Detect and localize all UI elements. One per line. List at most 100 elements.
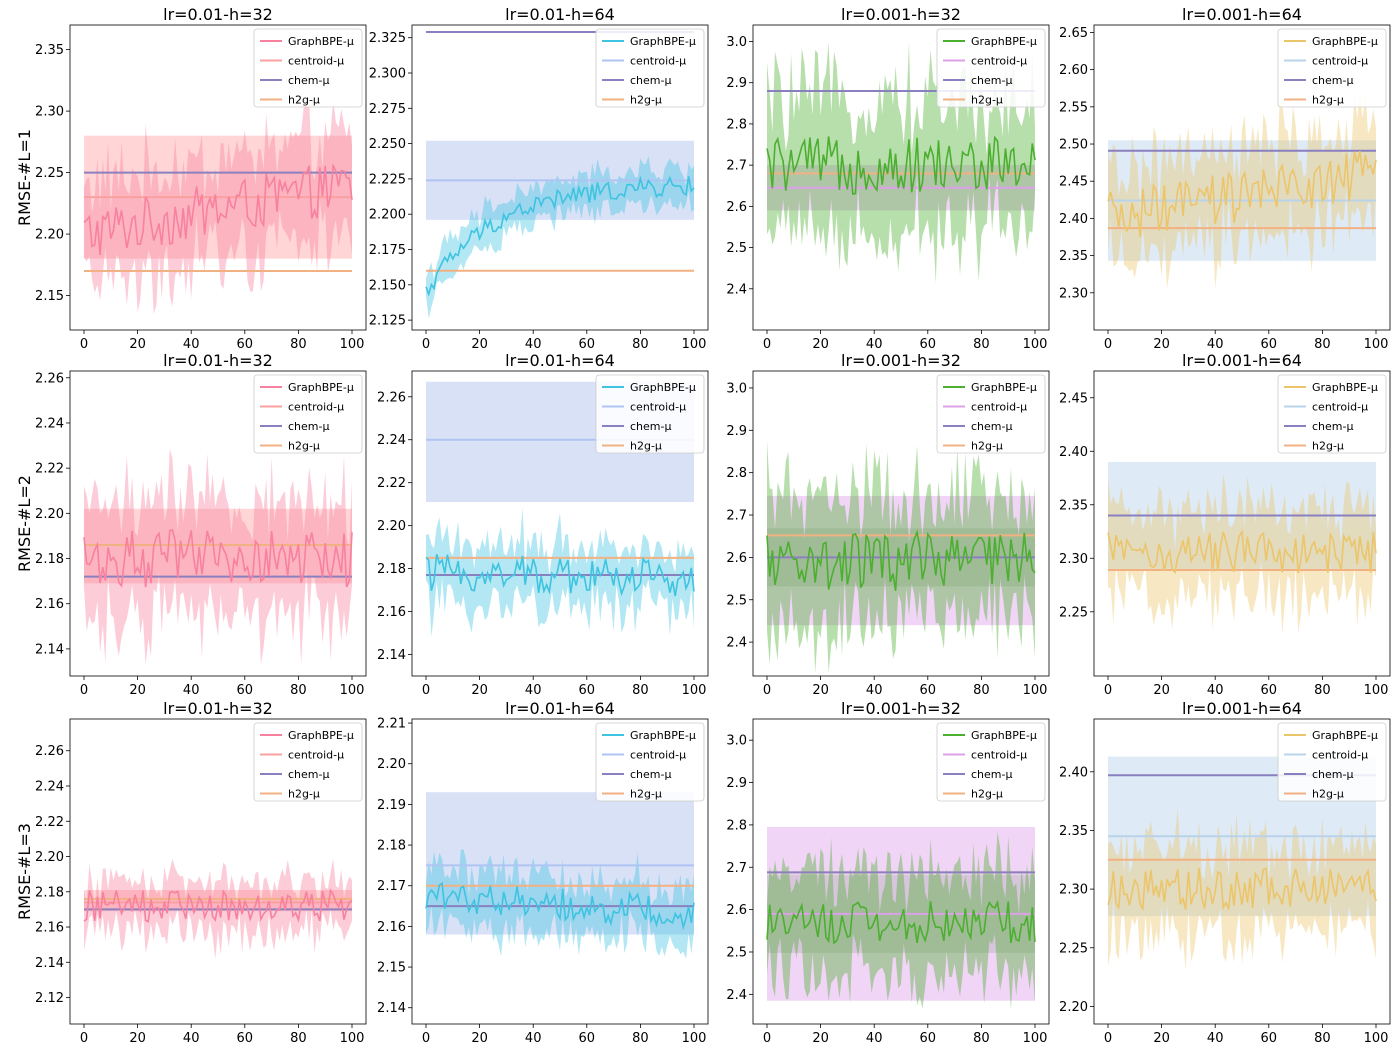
legend: GraphBPE-μ centroid-μ chem-μ h2g-μ	[595, 374, 705, 454]
legend: GraphBPE-μ centroid-μ chem-μ h2g-μ	[595, 28, 705, 108]
legend-label: centroid-μ	[630, 55, 686, 68]
legend-label: GraphBPE-μ	[1312, 381, 1378, 394]
legend-label: chem-μ	[630, 420, 671, 433]
x-tick-label: 100	[1364, 683, 1389, 698]
y-tick-label: 2.7	[726, 861, 747, 876]
subplot-2-2: 0 20 40 60 80 100 2.4 2.5 2.6 2.7 2.8 2.9 3.0 lr=0.00…	[726, 699, 1050, 1046]
legend-box	[595, 374, 705, 454]
y-tick-label: 2.16	[35, 597, 64, 612]
legend-label: GraphBPE-μ	[288, 381, 354, 394]
x-tick-label: 40	[183, 337, 200, 352]
x-tick-label: 100	[1364, 1031, 1389, 1046]
plot-area	[1107, 88, 1377, 290]
legend-label: chem-μ	[288, 420, 329, 433]
x-tick-label: 80	[290, 1031, 307, 1046]
x-tick-label: 0	[422, 337, 430, 352]
graphbpe-band	[84, 95, 352, 314]
y-tick-label: 2.15	[35, 289, 64, 304]
legend: GraphBPE-μ centroid-μ chem-μ h2g-μ	[595, 722, 705, 802]
legend-label: chem-μ	[630, 74, 671, 87]
y-tick-label: 2.5	[726, 593, 747, 608]
x-tick-label: 20	[471, 337, 488, 352]
y-tick-label: 2.55	[1059, 100, 1088, 115]
x-tick-label: 80	[1314, 337, 1331, 352]
subplot-title: lr=0.01-h=64	[505, 351, 615, 370]
y-tick-label: 2.35	[1059, 249, 1088, 264]
graphbpe-line	[83, 528, 353, 588]
x-tick-label: 80	[973, 337, 990, 352]
legend-label: h2g-μ	[1312, 94, 1344, 107]
y-tick-label: 2.25	[1059, 941, 1088, 956]
x-tick-label: 0	[422, 1031, 430, 1046]
y-tick-label: 2.16	[35, 921, 64, 936]
y-tick-label: 2.200	[369, 208, 406, 223]
x-tick-label: 40	[525, 337, 542, 352]
x-tick-label: 60	[579, 1031, 596, 1046]
subplot-title: lr=0.001-h=64	[1182, 351, 1302, 370]
legend-box	[253, 374, 363, 454]
graphbpe-band	[426, 155, 694, 319]
subplot-2-1: 0 20 40 60 80 100 2.14 2.15 2.16 2.17 2.18 2.19 2.20…	[377, 699, 709, 1046]
x-tick-label: 20	[471, 1031, 488, 1046]
x-tick-label: 40	[866, 683, 883, 698]
legend-label: chem-μ	[971, 74, 1012, 87]
y-tick-label: 2.22	[35, 815, 64, 830]
axes-frame	[411, 370, 709, 677]
plot-area	[425, 31, 695, 319]
x-tick-label: 60	[920, 337, 937, 352]
subplot-title: lr=0.001-h=32	[841, 699, 961, 718]
plot-area	[83, 448, 353, 665]
y-tick-label: 2.14	[35, 642, 64, 657]
x-tick-label: 20	[129, 683, 146, 698]
legend-box	[595, 28, 705, 108]
x-tick-label: 100	[682, 1031, 707, 1046]
x-tick-label: 80	[973, 1031, 990, 1046]
subplot-title: lr=0.001-h=32	[841, 5, 961, 24]
legend-label: chem-μ	[971, 768, 1012, 781]
y-tick-label: 2.7	[726, 509, 747, 524]
x-tick-label: 60	[579, 683, 596, 698]
y-tick-label: 2.9	[726, 776, 747, 791]
y-tick-label: 2.275	[369, 102, 406, 117]
y-tick-label: 2.8	[726, 818, 747, 833]
x-tick-label: 40	[1207, 683, 1224, 698]
legend-label: h2g-μ	[1312, 788, 1344, 801]
x-tick-label: 80	[290, 337, 307, 352]
subplot-1-2: 0 20 40 60 80 100 2.4 2.5 2.6 2.7 2.8 2.9 3.0 lr=0.00…	[726, 351, 1050, 698]
y-tick-label: 2.24	[35, 779, 64, 794]
y-tick-label: 2.35	[35, 43, 64, 58]
x-tick-label: 60	[1261, 1031, 1278, 1046]
x-tick-label: 20	[812, 337, 829, 352]
axes-frame	[69, 370, 367, 677]
x-tick-label: 0	[80, 337, 88, 352]
plot-area	[766, 440, 1036, 674]
y-tick-label: 2.175	[369, 243, 406, 258]
legend-box	[936, 722, 1046, 802]
x-tick-label: 0	[763, 683, 771, 698]
y-tick-label: 2.5	[726, 945, 747, 960]
subplot-title: lr=0.01-h=32	[163, 351, 273, 370]
legend-label: centroid-μ	[630, 401, 686, 414]
x-tick-label: 20	[1153, 683, 1170, 698]
graphbpe-line	[766, 899, 1036, 945]
x-tick-label: 0	[1104, 683, 1112, 698]
graphbpe-line	[766, 135, 1036, 195]
legend-label: GraphBPE-μ	[971, 35, 1037, 48]
y-tick-label: 2.24	[35, 416, 64, 431]
y-tick-label: 2.250	[369, 137, 406, 152]
y-tick-label: 2.22	[35, 462, 64, 477]
legend: GraphBPE-μ centroid-μ chem-μ h2g-μ	[936, 28, 1046, 108]
graphbpe-line	[425, 175, 695, 297]
y-tick-label: 2.20	[35, 850, 64, 865]
legend-label: chem-μ	[1312, 420, 1353, 433]
y-tick-label: 2.26	[35, 371, 64, 386]
axes-frame	[1093, 718, 1391, 1025]
x-tick-label: 100	[1023, 337, 1048, 352]
x-tick-label: 40	[183, 1031, 200, 1046]
x-tick-label: 100	[1023, 683, 1048, 698]
x-tick-label: 60	[920, 1031, 937, 1046]
graphbpe-line	[766, 529, 1036, 591]
legend-label: h2g-μ	[971, 94, 1003, 107]
x-tick-label: 80	[632, 337, 649, 352]
subplot-2-0: 0 20 40 60 80 100 2.12 2.14 2.16 2.18 2.20 2.22 2.24…	[15, 699, 367, 1046]
